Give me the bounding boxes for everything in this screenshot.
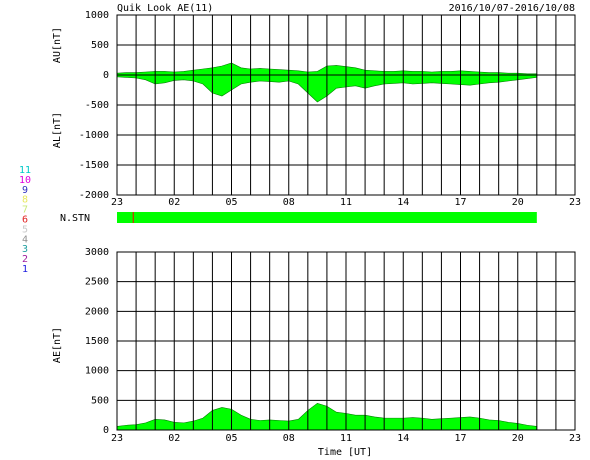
x-tick-label: 23: [111, 197, 123, 208]
x-tick-label: 05: [225, 197, 237, 208]
y-tick-label: 2500: [85, 277, 109, 288]
x-tick-label: 02: [168, 433, 180, 444]
plot-frame: [116, 14, 576, 196]
y-axis-label: AE[nT]: [52, 327, 63, 363]
x-tick-label: 02: [168, 197, 180, 208]
legend-entry: 1: [22, 264, 28, 275]
y-tick-label: -1500: [79, 160, 109, 171]
x-tick-label: 05: [225, 433, 237, 444]
y-tick-label: 500: [91, 40, 109, 51]
legend-entry: 2: [22, 254, 28, 265]
station-bar: [117, 212, 537, 223]
x-tick-label: 11: [340, 433, 352, 444]
y-tick-label: -1000: [79, 130, 109, 141]
y-tick-label: 3000: [85, 247, 109, 258]
y-axis-label: AU[nT]: [52, 27, 63, 63]
chart-title: Quik Look AE(11): [117, 3, 213, 14]
legend-entry: 6: [22, 215, 28, 226]
legend-entry: 9: [22, 185, 28, 196]
y-axis-label: AL[nT]: [52, 112, 63, 148]
y-tick-label: 0: [103, 425, 109, 436]
y-tick-label: 1000: [85, 366, 109, 377]
station-label: N.STN: [60, 213, 90, 224]
date-range: 2016/10/07-2016/10/08: [449, 3, 575, 14]
x-tick-label: 17: [454, 197, 466, 208]
x-tick-label: 17: [454, 433, 466, 444]
y-tick-label: -500: [85, 100, 109, 111]
y-tick-label: 500: [91, 395, 109, 406]
x-tick-label: 11: [340, 197, 352, 208]
legend-entry: 3: [22, 244, 28, 255]
legend-entry: 10: [19, 175, 31, 186]
plot-frame: [116, 251, 576, 431]
x-tick-label: 14: [397, 197, 409, 208]
x-tick-label: 08: [283, 433, 295, 444]
legend-entry: 5: [22, 224, 28, 235]
x-tick-label: 20: [512, 433, 524, 444]
legend-entry: 8: [22, 195, 28, 206]
legend-entry: 7: [22, 205, 28, 216]
x-axis-label: Time [UT]: [318, 447, 372, 458]
x-tick-label: 23: [569, 197, 581, 208]
y-tick-label: 2000: [85, 306, 109, 317]
legend-entry: 11: [19, 165, 31, 176]
legend-entry: 4: [22, 234, 28, 245]
x-tick-label: 14: [397, 433, 409, 444]
y-tick-label: 1000: [85, 10, 109, 21]
x-tick-label: 20: [512, 197, 524, 208]
x-tick-label: 23: [569, 433, 581, 444]
y-tick-label: 0: [103, 70, 109, 81]
y-tick-label: 1500: [85, 336, 109, 347]
x-tick-label: 23: [111, 433, 123, 444]
y-tick-label: -2000: [79, 190, 109, 201]
x-tick-label: 08: [283, 197, 295, 208]
